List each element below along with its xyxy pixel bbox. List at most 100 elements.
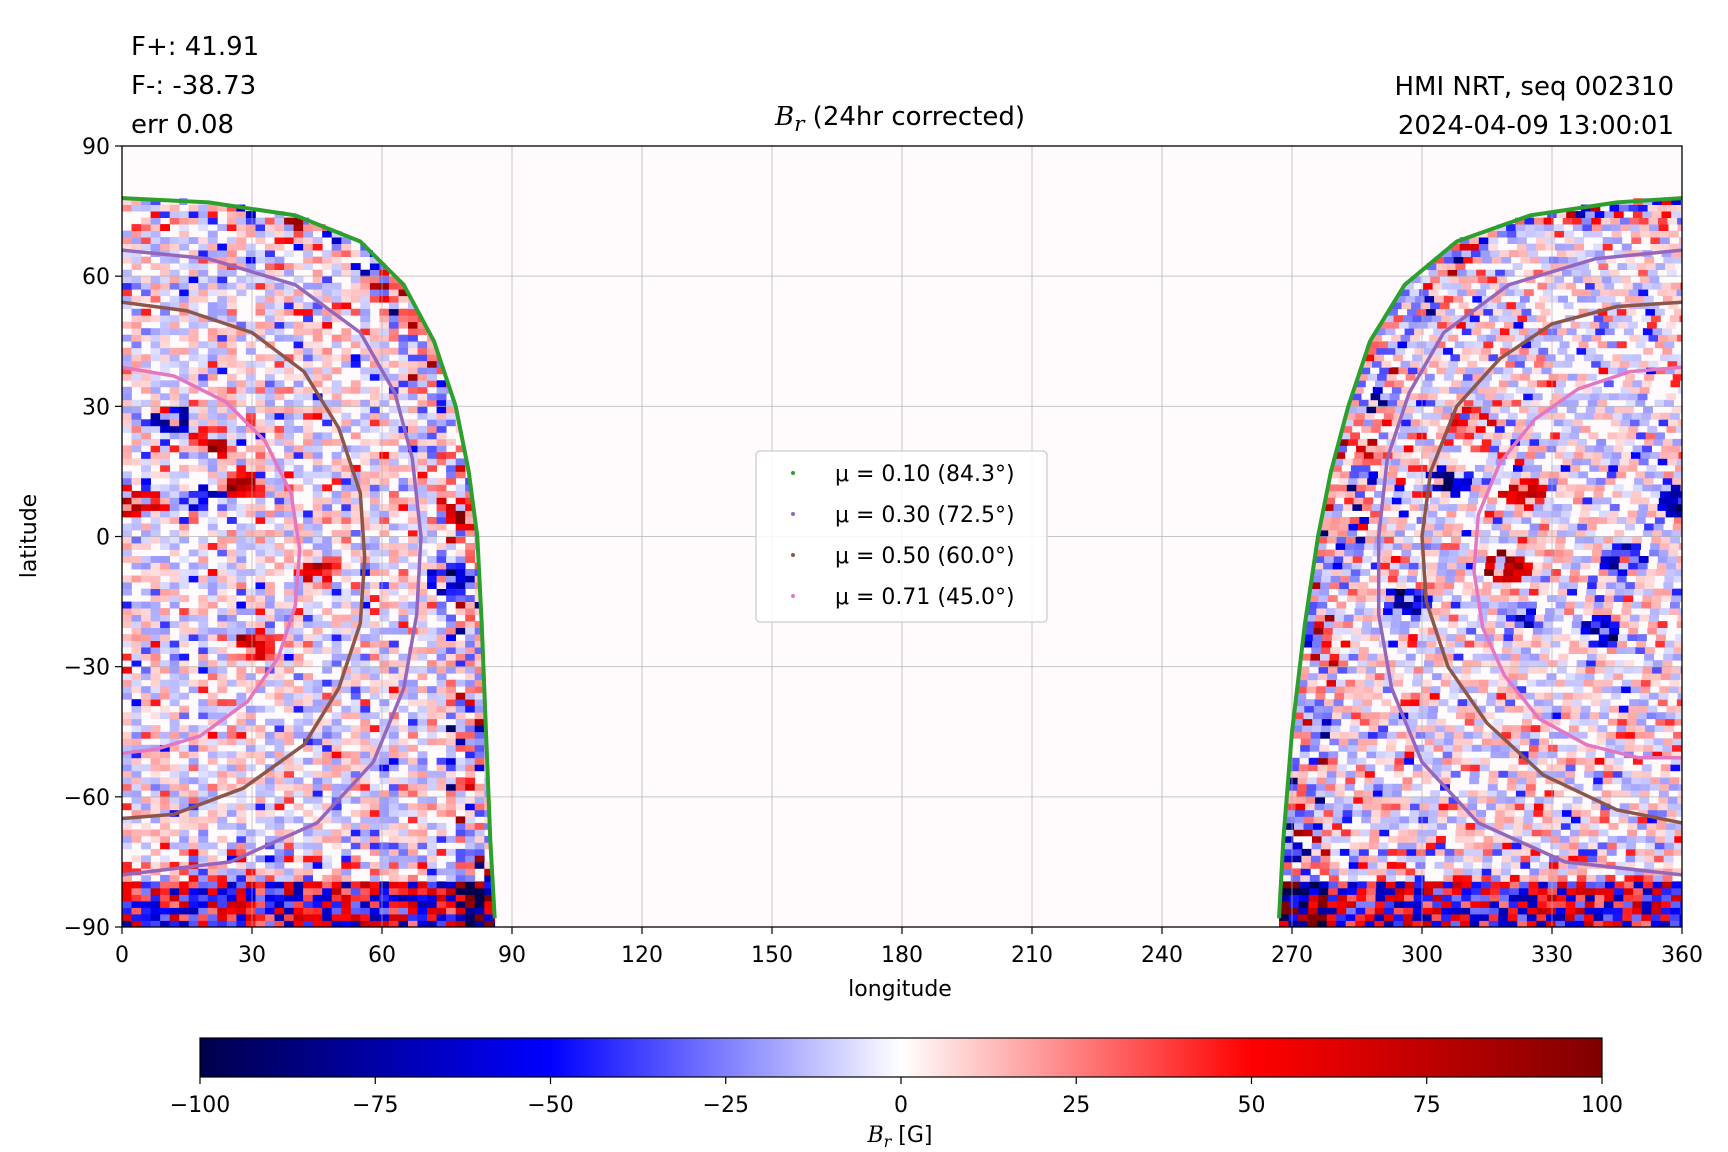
magnetogram-pixel: [217, 458, 228, 466]
magnetogram-pixel: [1477, 549, 1488, 557]
magnetogram-pixel: [1444, 848, 1455, 856]
magnetogram-pixel: [1540, 640, 1551, 648]
magnetogram-pixel: [1326, 777, 1337, 785]
magnetogram-pixel: [1335, 608, 1346, 615]
magnetogram-pixel: [150, 588, 161, 596]
magnetogram-pixel: [1529, 477, 1540, 485]
magnetogram-pixel: [274, 634, 285, 641]
magnetogram-pixel: [1540, 835, 1551, 843]
magnetogram-pixel: [331, 699, 342, 707]
magnetogram-pixel: [1377, 855, 1388, 863]
magnetogram-pixel: [1554, 608, 1565, 615]
magnetogram-pixel: [436, 647, 447, 654]
magnetogram-pixel: [465, 861, 476, 869]
magnetogram-pixel: [1679, 490, 1682, 498]
magnetogram-pixel: [465, 744, 476, 752]
magnetogram-pixel: [1678, 686, 1682, 694]
magnetogram-pixel: [1401, 549, 1412, 557]
magnetogram-pixel: [1593, 412, 1604, 420]
magnetogram-pixel: [1532, 627, 1543, 635]
magnetogram-pixel: [1380, 562, 1391, 570]
magnetogram-pixel: [408, 894, 418, 902]
magnetogram-pixel: [408, 653, 418, 661]
magnetogram-pixel: [1316, 543, 1327, 550]
magnetogram-pixel: [1508, 445, 1519, 453]
magnetogram-pixel: [274, 751, 285, 759]
magnetogram-pixel: [1517, 601, 1528, 609]
magnetogram-pixel: [1651, 484, 1662, 492]
magnetogram-pixel: [245, 738, 256, 746]
magnetogram-pixel: [1624, 881, 1634, 889]
magnetogram-pixel: [1453, 653, 1464, 661]
magnetogram-pixel: [417, 523, 428, 531]
magnetogram-pixel: [1517, 920, 1528, 927]
magnetogram-pixel: [1565, 673, 1576, 681]
magnetogram-pixel: [1432, 484, 1443, 492]
magnetogram-pixel: [1546, 770, 1556, 778]
magnetogram-pixel: [1469, 914, 1480, 921]
magnetogram-pixel: [1334, 614, 1345, 622]
magnetogram-pixel: [1302, 718, 1313, 726]
magnetogram-pixel: [379, 517, 390, 524]
magnetogram-pixel: [436, 556, 447, 563]
magnetogram-pixel: [1481, 744, 1492, 752]
magnetogram-pixel: [245, 621, 256, 628]
magnetogram-pixel: [1432, 907, 1442, 915]
magnetogram-pixel: [1658, 790, 1669, 798]
magnetogram-pixel: [198, 445, 209, 453]
magnetogram-pixel: [1634, 731, 1645, 739]
magnetogram-pixel: [1422, 901, 1433, 908]
magnetogram-pixel: [131, 536, 142, 544]
magnetogram-pixel: [408, 816, 418, 824]
magnetogram-pixel: [1306, 686, 1317, 694]
magnetogram-pixel: [1481, 881, 1491, 889]
magnetogram-pixel: [1470, 595, 1481, 602]
magnetogram-pixel: [1445, 640, 1456, 648]
magnetogram-pixel: [1613, 484, 1624, 492]
magnetogram-pixel: [131, 705, 142, 713]
magnetogram-pixel: [427, 627, 437, 635]
magnetogram-pixel: [303, 647, 313, 654]
magnetogram-pixel: [331, 471, 342, 479]
magnetogram-pixel: [1537, 530, 1548, 537]
magnetogram-pixel: [1408, 562, 1419, 570]
magnetogram-pixel: [408, 783, 418, 791]
magnetogram-pixel: [1507, 770, 1518, 778]
magnetogram-pixel: [1559, 517, 1570, 524]
magnetogram-pixel: [1406, 471, 1417, 479]
magnetogram-pixel: [150, 790, 161, 798]
magnetogram-pixel: [1402, 777, 1413, 785]
magnetogram-pixel: [1294, 712, 1304, 720]
magnetogram-pixel: [388, 679, 399, 687]
magnetogram-pixel: [360, 705, 371, 713]
magnetogram-pixel: [1662, 660, 1673, 668]
magnetogram-pixel: [350, 530, 361, 537]
magnetogram-pixel: [379, 751, 390, 759]
magnetogram-pixel: [417, 829, 428, 837]
magnetogram-pixel: [398, 477, 409, 485]
magnetogram-pixel: [1577, 855, 1588, 863]
magnetogram-pixel: [369, 881, 380, 889]
magnetogram-pixel: [341, 562, 352, 570]
magnetogram-pixel: [1363, 497, 1374, 505]
magnetogram-pixel: [1401, 692, 1412, 700]
magnetogram-pixel: [1568, 855, 1579, 863]
magnetogram-pixel: [1407, 640, 1418, 648]
magnetogram-pixel: [255, 614, 266, 622]
magnetogram-pixel: [312, 438, 323, 446]
magnetogram-pixel: [1462, 874, 1473, 882]
magnetogram-pixel: [446, 809, 456, 817]
magnetogram-pixel: [1673, 842, 1682, 850]
magnetogram-pixel: [474, 569, 480, 576]
magnetogram-pixel: [1578, 647, 1589, 654]
magnetogram-pixel: [1664, 842, 1675, 850]
magnetogram-pixel: [379, 562, 390, 570]
magnetogram-pixel: [1297, 783, 1307, 791]
magnetogram-pixel: [1479, 920, 1490, 927]
magnetogram-pixel: [303, 699, 313, 707]
magnetogram-pixel: [408, 484, 418, 492]
magnetogram-pixel: [1322, 712, 1333, 720]
magnetogram-pixel: [417, 471, 428, 479]
magnetogram-pixel: [1614, 881, 1625, 889]
magnetogram-pixel: [217, 627, 228, 635]
